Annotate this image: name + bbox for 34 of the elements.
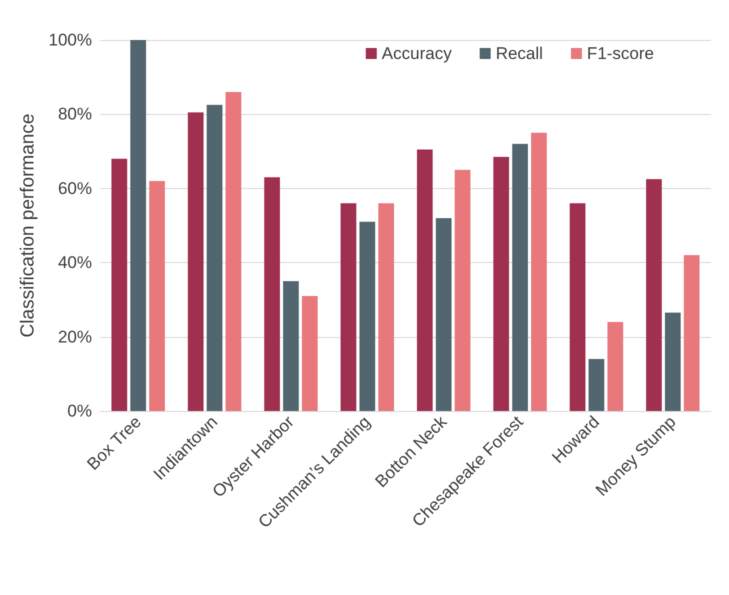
- bar: [512, 144, 528, 411]
- y-tick-label: 20%: [58, 327, 92, 346]
- bar: [149, 180, 165, 411]
- bar: [111, 158, 128, 411]
- y-tick-label: 0%: [67, 402, 92, 420]
- bar: [646, 179, 662, 411]
- y-tick-label: 80%: [58, 104, 92, 124]
- bar: [607, 322, 624, 411]
- bar: [684, 255, 700, 411]
- bar: [570, 203, 586, 411]
- legend-label: F1-score: [586, 44, 654, 63]
- bar: [206, 104, 222, 411]
- bar: [340, 203, 356, 411]
- bar: [359, 222, 376, 411]
- y-tick-label: 60%: [58, 178, 92, 198]
- bar: [416, 149, 433, 411]
- y-tick-label: 100%: [48, 30, 92, 50]
- bar: [531, 132, 547, 411]
- legend-label: Accuracy: [382, 44, 452, 63]
- bar: [264, 177, 280, 411]
- bar: [302, 296, 318, 411]
- y-axis-title: Classification performance: [18, 114, 39, 338]
- bar: [130, 40, 146, 411]
- y-tick-label: 40%: [58, 253, 92, 272]
- bar: [454, 170, 470, 411]
- bar: [493, 156, 510, 411]
- bar: [588, 359, 604, 411]
- bar: [188, 112, 204, 411]
- bar: [283, 281, 299, 411]
- bar: [378, 203, 394, 411]
- legend-label: Recall: [496, 44, 543, 63]
- bar: [664, 312, 681, 411]
- bar: [436, 218, 452, 411]
- bar: [226, 92, 242, 411]
